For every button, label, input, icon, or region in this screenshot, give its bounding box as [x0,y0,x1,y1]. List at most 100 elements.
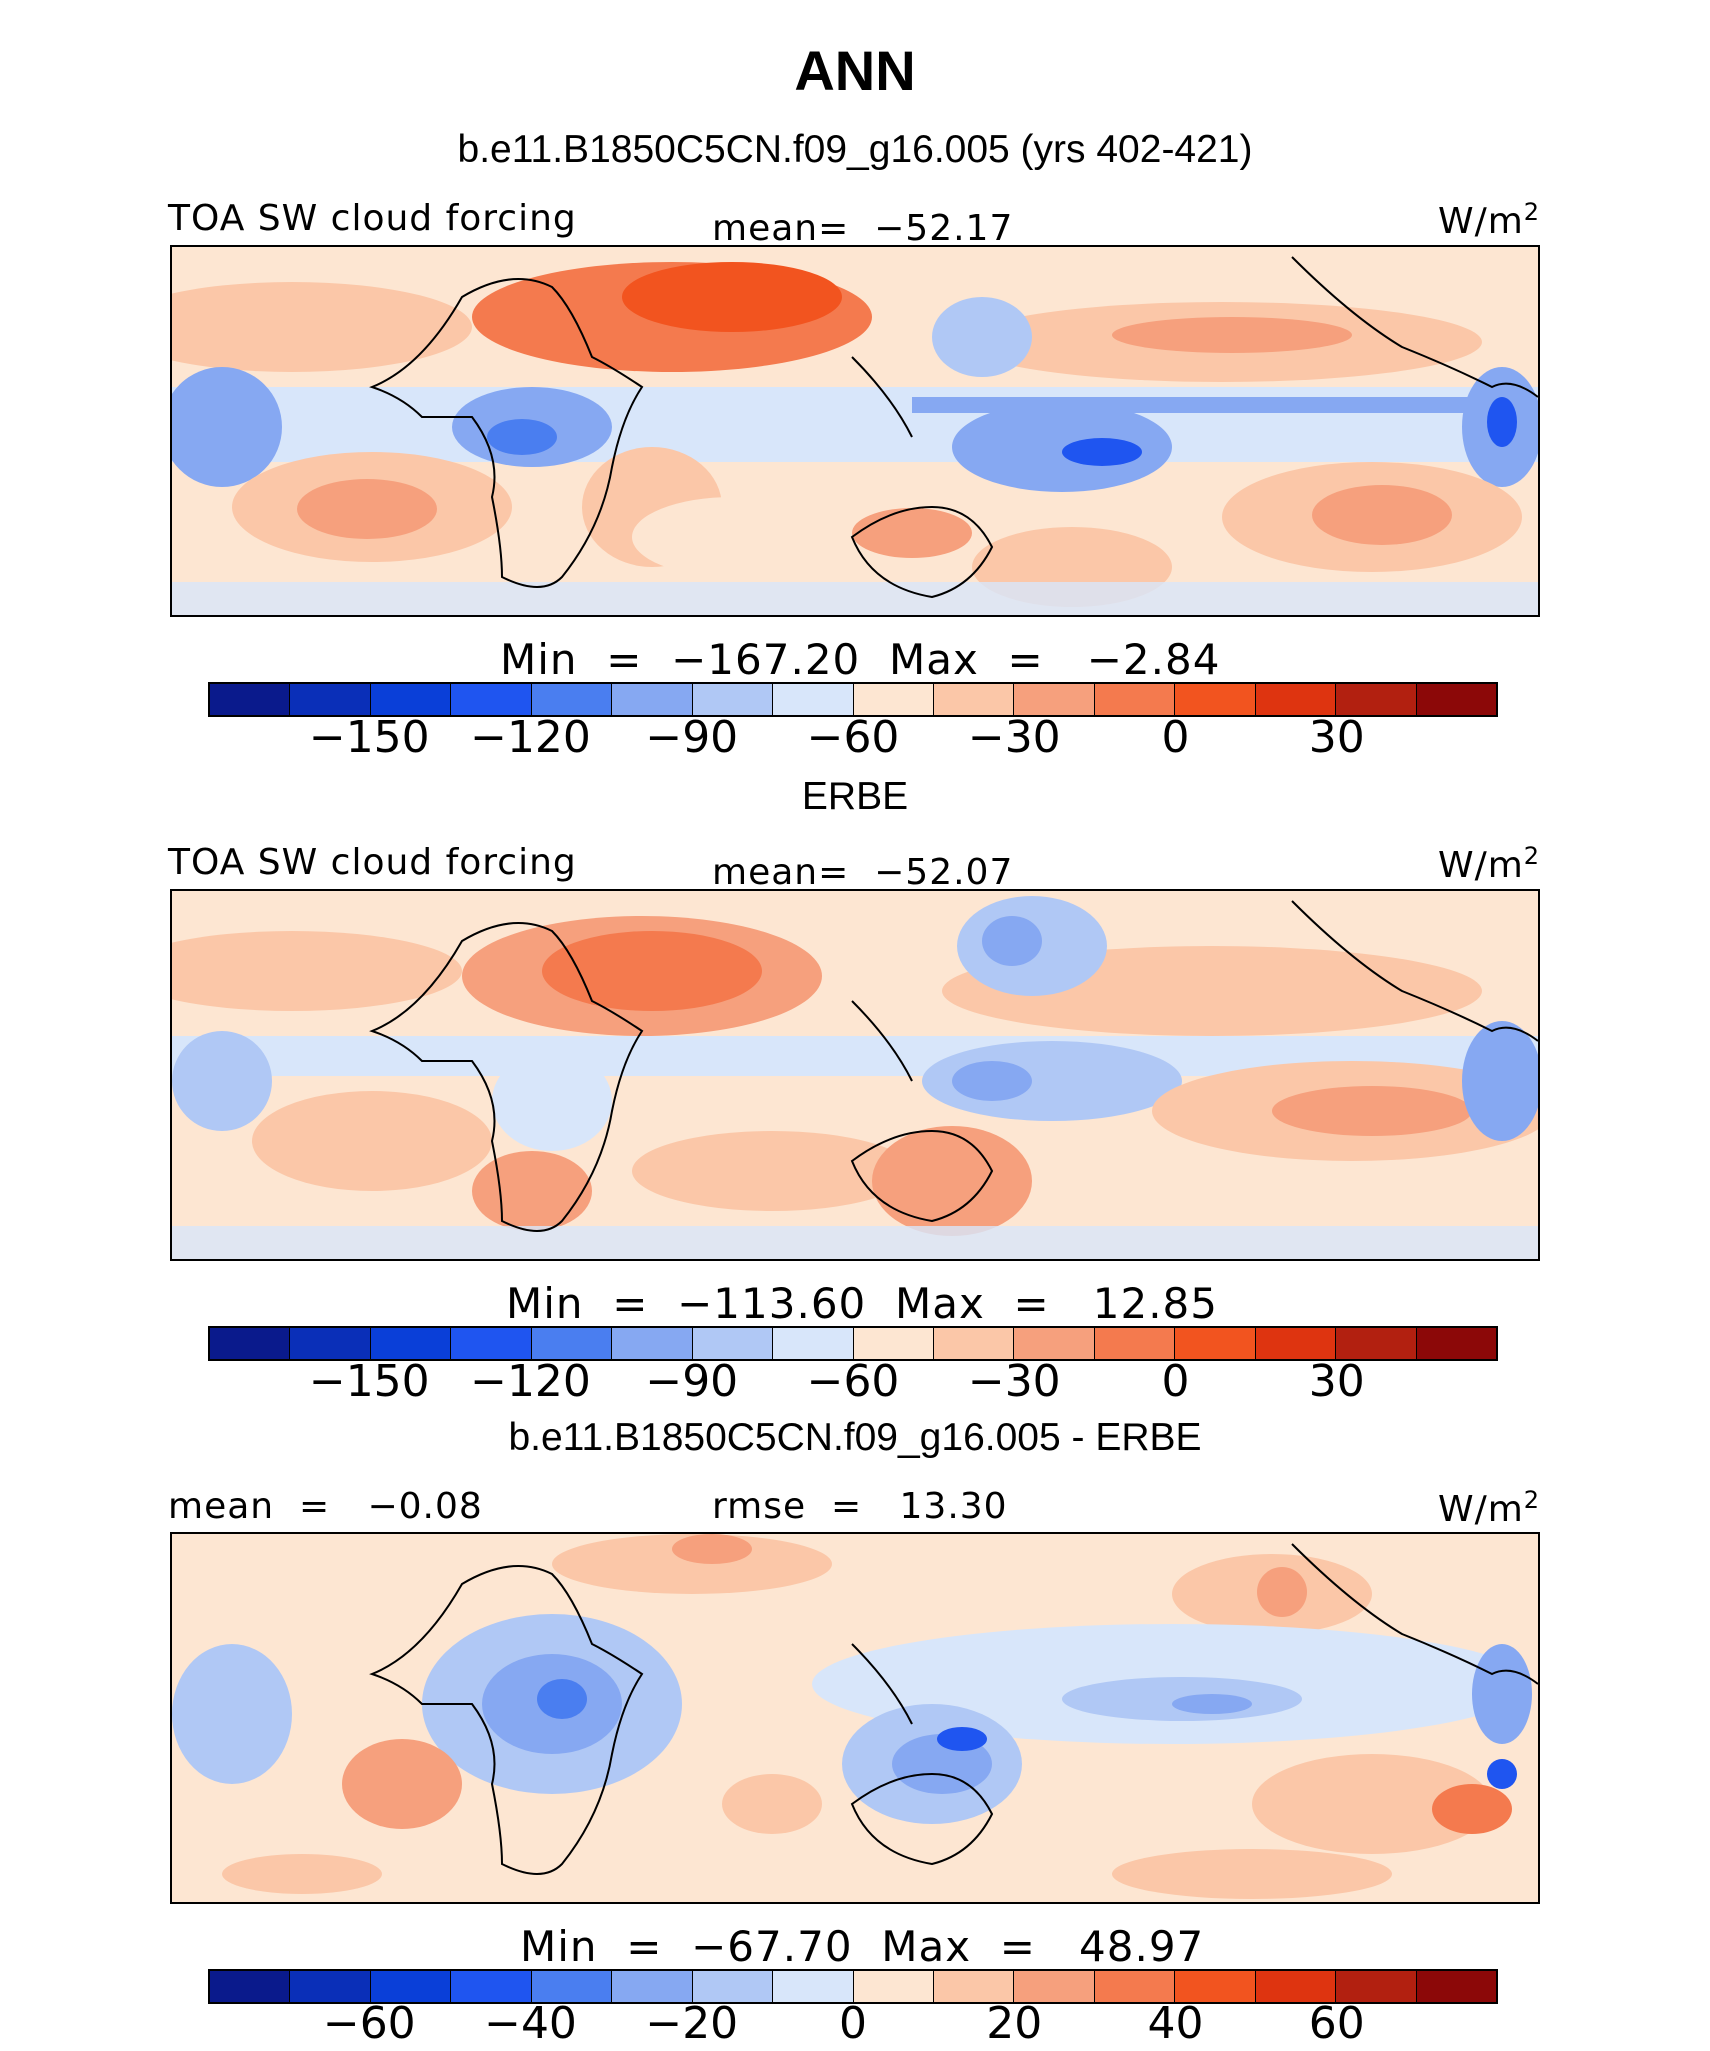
panel-2-colorbar-ticks: −150 −120 −90 −60 −30 0 30 [208,1356,1498,1416]
colorbar-1-swatch [1255,684,1337,715]
colorbar-1-swatch [1336,684,1417,715]
figure-title: ANN [794,39,916,102]
panel-3-units: W/m2 [1438,1486,1540,1530]
colorbar-2-tick-label: 30 [1308,1356,1365,1407]
colorbar-1-swatch [290,684,371,715]
colorbar-2-tick-label: −120 [470,1356,591,1407]
colorbar-3-swatch [210,1971,291,2002]
panel-3-mean-label: mean = −0.08 [168,1486,483,1527]
colorbar-1-swatch [451,684,532,715]
colorbar-3-swatch [531,1971,613,2002]
colorbar-2-swatch [1416,1328,1496,1359]
panel-3-map [170,1532,1540,1904]
panel-3-colorbar-ticks: −60 −40 −20 0 20 40 60 [208,1998,1498,2049]
colorbar-3-tick-label: 40 [1147,1998,1204,2049]
panel-2-subtitle: ERBE [801,775,909,818]
colorbar-1-swatch [1094,684,1176,715]
panel-2-mean-label: mean= −52.07 [712,852,1014,893]
colorbar-1-tick-label: 0 [1161,712,1190,763]
panel-1-left-label: TOA SW cloud forcing [168,198,577,239]
colorbar-3-swatch [1014,1971,1095,2002]
panel-1-subtitle: b.e11.B1850C5CN.f09_g16.005 (yrs 402-421… [457,128,1253,171]
panel-1-map [170,245,1540,617]
colorbar-3-swatch [692,1971,774,2002]
colorbar-1-tick-label: −30 [967,712,1061,763]
panel-2-colorbar [208,1326,1498,1361]
panel-2-units: W/m2 [1438,842,1540,886]
panel-2-left-label: TOA SW cloud forcing [168,842,577,883]
panel-2-units-sup: 2 [1523,842,1541,870]
colorbar-1-swatch [933,684,1015,715]
panel-1-colorbar [208,682,1498,717]
colorbar-3-swatch [853,1971,934,2002]
colorbar-2-tick-label: −150 [308,1356,430,1407]
colorbar-1-tick-label: −60 [806,712,900,763]
colorbar-3-swatch [612,1971,693,2002]
colorbar-3-swatch [1336,1971,1417,2002]
colorbar-2-swatch [773,1328,854,1359]
colorbar-1-swatch [531,684,613,715]
colorbar-3-swatch [773,1971,854,2002]
panel-1-map-svg [172,247,1538,615]
colorbar-2-tick-label: 0 [1161,1356,1190,1407]
colorbar-2-tick-label: −90 [645,1356,739,1407]
colorbar-1-tick-label: −120 [470,712,591,763]
colorbar-3-swatch [1094,1971,1176,2002]
colorbar-1-tick-label: −90 [645,712,739,763]
colorbar-1-swatch [692,684,774,715]
colorbar-2-swatch [210,1328,291,1359]
colorbar-3-tick-label: 20 [986,1998,1043,2049]
colorbar-3-tick-label: −20 [645,1998,739,2049]
colorbar-1-swatch [773,684,854,715]
colorbar-2-swatch [1336,1328,1417,1359]
panel-1-units: W/m2 [1438,198,1540,242]
panel-3-map-svg [172,1534,1538,1902]
colorbar-1-swatch [853,684,934,715]
colorbar-1-swatch [1175,684,1256,715]
colorbar-2-swatch [612,1328,693,1359]
colorbar-2-swatch [853,1328,934,1359]
panel-1-mean-label: mean= −52.17 [712,208,1014,249]
colorbar-2-tick-label: −30 [967,1356,1061,1407]
colorbar-1-tick-label: −150 [308,712,430,763]
colorbar-3-swatch [290,1971,371,2002]
colorbar-2-swatch [933,1328,1015,1359]
colorbar-2-swatch [1175,1328,1256,1359]
panel-3-colorbar [208,1969,1498,2004]
panel-1-units-sup: 2 [1523,198,1541,226]
colorbar-3-swatch [1175,1971,1256,2002]
colorbar-2-swatch [1094,1328,1176,1359]
colorbar-3-swatch [370,1971,452,2002]
colorbar-1-swatch [612,684,693,715]
panel-3-units-base: W/m [1438,1489,1524,1530]
colorbar-2-swatch [290,1328,371,1359]
colorbar-3-tick-label: 60 [1308,1998,1365,2049]
panel-1-units-base: W/m [1438,201,1524,242]
colorbar-2-swatch [692,1328,774,1359]
colorbar-2-swatch [531,1328,613,1359]
colorbar-3-swatch [1255,1971,1337,2002]
panel-1-colorbar-ticks: −150 −120 −90 −60 −30 0 30 [208,712,1498,772]
panel-2-units-base: W/m [1438,845,1524,886]
colorbar-1-swatch [370,684,452,715]
colorbar-3-swatch [933,1971,1015,2002]
panel-2-map-svg [172,891,1538,1259]
colorbar-2-swatch [451,1328,532,1359]
panel-1-minmax: Min = −167.20 Max = −2.84 [500,635,1221,684]
colorbar-1-swatch [1014,684,1095,715]
panel-2-map [170,889,1540,1261]
colorbar-3-tick-label: −40 [484,1998,577,2049]
colorbar-3-tick-label: −60 [322,1998,416,2049]
panel-2-minmax: Min = −113.60 Max = 12.85 [506,1279,1218,1328]
colorbar-2-swatch [370,1328,452,1359]
colorbar-2-swatch [1014,1328,1095,1359]
colorbar-1-swatch [210,684,291,715]
panel-3-subtitle: b.e11.B1850C5CN.f09_g16.005 - ERBE [508,1416,1202,1459]
colorbar-3-tick-label: 0 [839,1998,867,2049]
colorbar-1-tick-label: 30 [1308,712,1365,763]
colorbar-3-swatch [1416,1971,1496,2002]
colorbar-2-tick-label: −60 [806,1356,900,1407]
colorbar-2-swatch [1255,1328,1337,1359]
colorbar-3-swatch [451,1971,532,2002]
panel-3-units-sup: 2 [1523,1486,1541,1514]
